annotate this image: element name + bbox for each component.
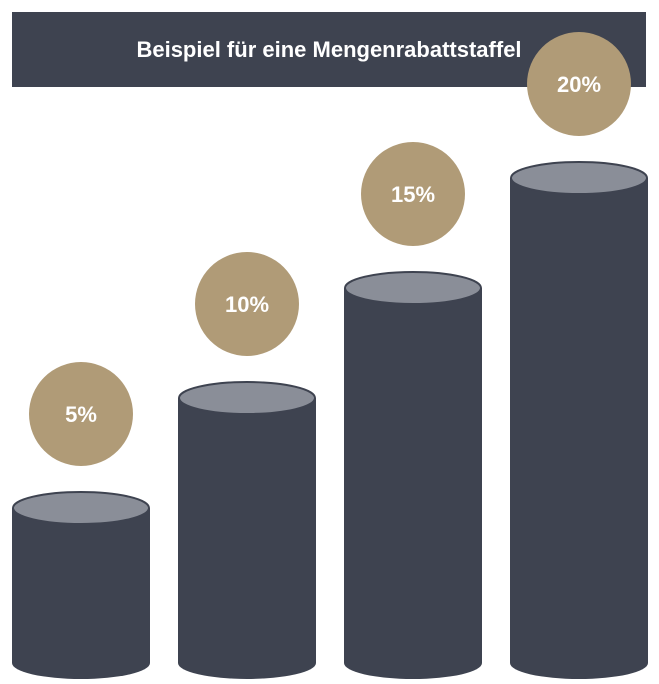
discount-badge: 10%: [195, 252, 299, 356]
cylinder-body: [344, 288, 482, 679]
chart-title: Beispiel für eine Mengenrabattstaffel: [136, 36, 522, 62]
cylinder-top: [178, 381, 316, 415]
bars-group: [12, 161, 648, 679]
cylinder-bar: [344, 271, 482, 679]
badge-label: 10%: [225, 292, 269, 317]
cylinder-top: [510, 161, 648, 195]
discount-badge: 20%: [527, 32, 631, 136]
badge-label: 5%: [65, 402, 97, 427]
cylinder-body: [510, 178, 648, 679]
cylinder-body: [178, 398, 316, 679]
cylinder-bar: [178, 381, 316, 679]
badge-circle: [29, 362, 133, 466]
cylinder-body: [12, 508, 150, 679]
cylinder-bar: [12, 491, 150, 679]
badge-circle: [361, 142, 465, 246]
badge-circle: [195, 252, 299, 356]
badges-group: 5% 10% 15% 20%: [29, 32, 631, 466]
cylinder-top: [12, 491, 150, 525]
discount-badge: 15%: [361, 142, 465, 246]
badge-label: 15%: [391, 182, 435, 207]
badge-circle: [527, 32, 631, 136]
cylinder-top: [344, 271, 482, 305]
discount-badge: 5%: [29, 362, 133, 466]
cylinder-bar: [510, 161, 648, 679]
badge-label: 20%: [557, 72, 601, 97]
